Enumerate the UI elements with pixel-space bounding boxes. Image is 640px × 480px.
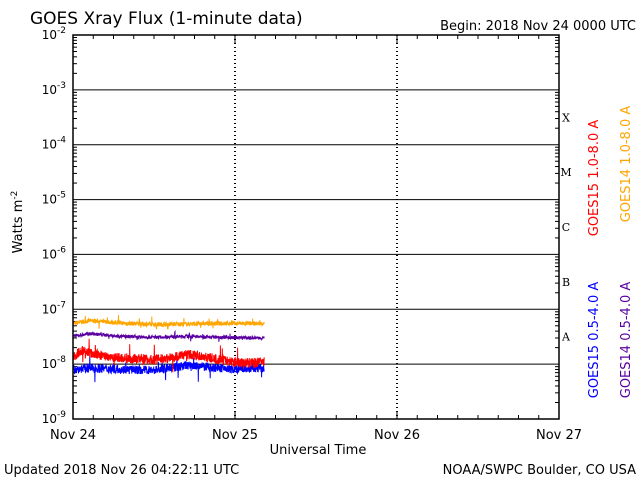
x-tick-labels: Nov 24 Nov 25 Nov 26 Nov 27 xyxy=(50,428,582,443)
legend-entry: GOES15 0.5-4.0 A xyxy=(587,282,602,399)
y-tick-label: 10-7 xyxy=(42,300,66,316)
chart-title: GOES Xray Flux (1-minute data) xyxy=(30,9,303,29)
flare-class-label: C xyxy=(562,221,570,234)
y-tick-label: 10-9 xyxy=(42,410,67,426)
y-tick-label: 10-6 xyxy=(42,245,67,261)
y-tick-labels: 10-9 10-8 10-7 10-6 10-5 10-4 10-3 10-2 xyxy=(42,26,67,426)
flare-class-labels: A B C M X xyxy=(560,111,571,343)
credit-label: NOAA/SWPC Boulder, CO USA xyxy=(443,463,636,478)
legend: GOES15 1.0-8.0 A GOES14 1.0-8.0 A GOES15 0… xyxy=(587,106,634,399)
legend-entry: GOES15 1.0-8.0 A xyxy=(587,120,602,237)
legend-entry: GOES14 0.5-4.0 A xyxy=(619,282,634,399)
plot-border xyxy=(72,34,560,420)
legend-entry: GOES14 1.0-8.0 A xyxy=(619,106,634,223)
y-tick-label: 10-5 xyxy=(42,191,66,207)
series-line-1 xyxy=(72,315,265,330)
flare-class-label: X xyxy=(562,111,570,124)
series-line-3 xyxy=(72,329,265,342)
updated-timestamp: Updated 2018 Nov 26 04:22:11 UTC xyxy=(4,463,239,478)
x-tick-label: Nov 26 xyxy=(374,428,420,443)
x-tick-label: Nov 25 xyxy=(212,428,258,443)
series-line-0 xyxy=(72,338,265,373)
x-tick-label: Nov 27 xyxy=(536,428,582,443)
plot-frame xyxy=(72,34,560,420)
begin-label: Begin: 2018 Nov 24 0000 UTC xyxy=(440,19,636,34)
x-tick-label: Nov 24 xyxy=(50,428,96,443)
x-axis-label: Universal Time xyxy=(270,443,367,458)
y-tick-label: 10-2 xyxy=(42,26,66,42)
series-layer xyxy=(72,315,265,383)
y-tick-label: 10-3 xyxy=(42,81,66,97)
y-tick-label: 10-8 xyxy=(42,355,67,371)
flare-class-label: B xyxy=(562,276,570,289)
series-line-2 xyxy=(72,353,265,383)
flare-class-label: M xyxy=(560,166,571,179)
y-axis-label: Watts m-2 xyxy=(10,191,26,254)
flare-class-label: A xyxy=(561,331,571,344)
y-tick-label: 10-4 xyxy=(42,136,67,152)
